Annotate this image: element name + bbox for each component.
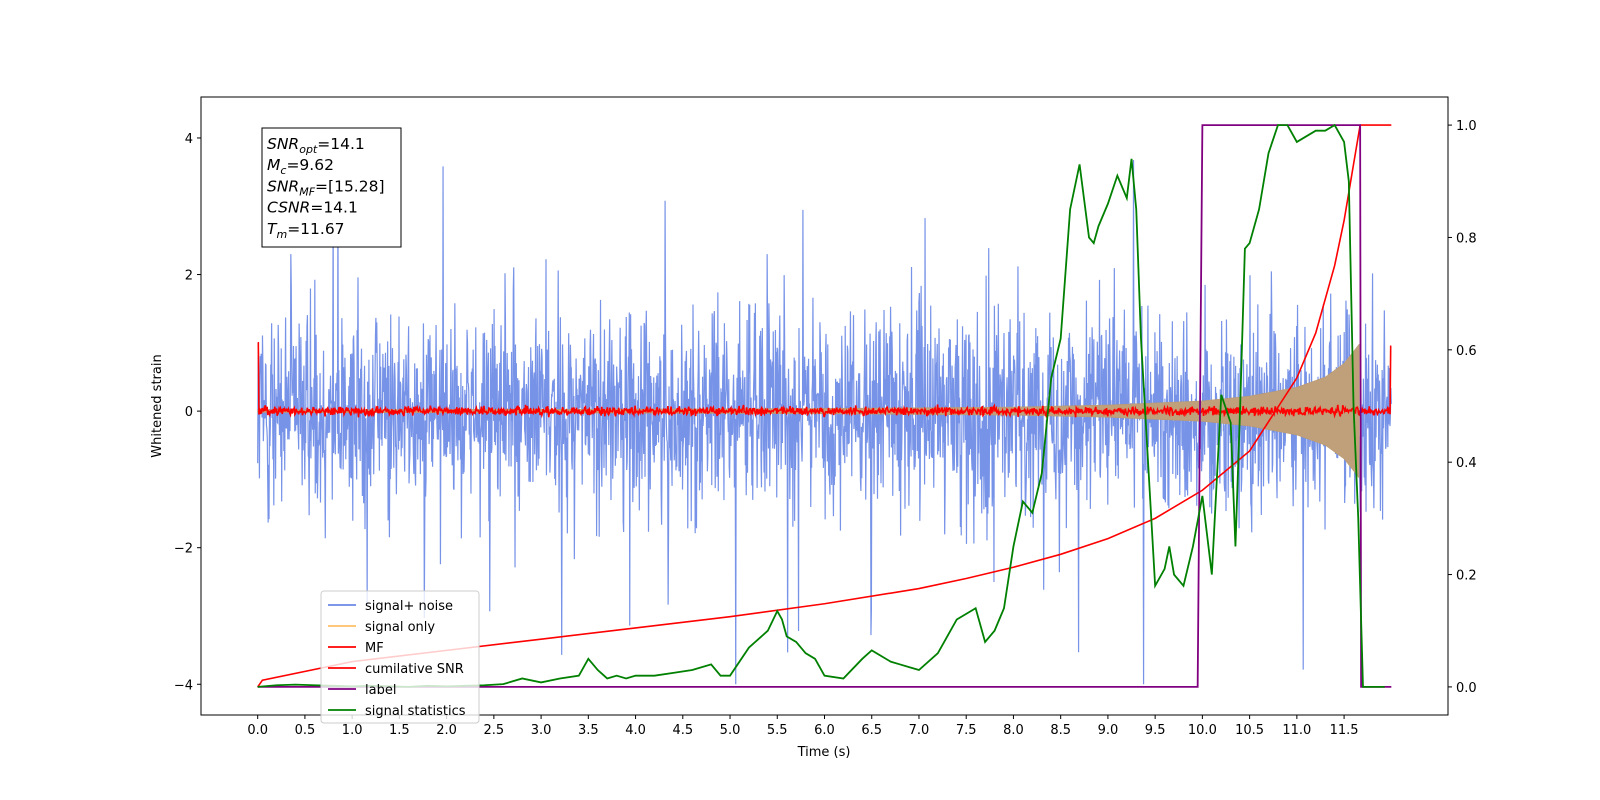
legend: signal+ noise signal only MF cumilative SNR… [320, 590, 480, 724]
x-tick-label: 4.0 [625, 723, 646, 738]
x-tick-label: 8.5 [1050, 723, 1071, 738]
y-tick-label: −2 [174, 542, 193, 557]
y2-tick-label: 0.2 [1456, 569, 1477, 584]
x-tick-label: 1.0 [342, 723, 363, 738]
info-line: SNRMF=[15.28] [267, 177, 385, 198]
y2-tick-label: 0.0 [1456, 681, 1477, 696]
y2-axis-ticks: 0.0 0.2 0.4 0.6 0.8 1.0 [1448, 119, 1477, 696]
x-tick-label: 0.0 [247, 723, 268, 738]
info-line: Mc=9.62 [267, 156, 334, 177]
x-tick-label: 9.5 [1145, 723, 1166, 738]
x-tick-label: 9.0 [1098, 723, 1119, 738]
y2-tick-label: 0.4 [1456, 456, 1477, 471]
x-tick-label: 6.0 [814, 723, 835, 738]
legend-frame [320, 590, 480, 724]
series-mf [257, 342, 1392, 419]
y2-tick-label: 0.8 [1456, 231, 1477, 246]
x-axis-ticks: 0.0 0.5 1.0 1.5 2.0 2.5 3.0 3.5 4.0 4.5 5.0 5.5 6.0 6… [247, 715, 1359, 738]
y-tick-label: 4 [185, 132, 193, 147]
legend-entry: cumilative SNR [365, 662, 464, 677]
y-axis-ticks: −4 −2 0 2 4 [174, 132, 201, 693]
info-box-frame [261, 127, 402, 248]
y2-tick-label: 1.0 [1456, 119, 1477, 134]
x-axis-label: Time (s) [797, 745, 851, 760]
series-cumulative-snr [257, 124, 1392, 688]
x-tick-label: 2.5 [484, 723, 505, 738]
x-tick-label: 2.0 [436, 723, 457, 738]
info-line: Tm=11.67 [267, 220, 345, 241]
x-tick-label: 3.5 [578, 723, 599, 738]
plot-area [257, 123, 1392, 688]
y2-tick-label: 0.6 [1456, 344, 1477, 359]
x-tick-label: 5.5 [767, 723, 788, 738]
info-line: CSNR=14.1 [267, 199, 358, 217]
info-annotation-box: SNRopt=14.1Mc=9.62SNRMF=[15.28]CSNR=14.1… [261, 127, 402, 248]
x-tick-label: 7.0 [909, 723, 930, 738]
x-tick-label: 10.0 [1188, 723, 1217, 738]
x-tick-label: 0.5 [295, 723, 316, 738]
y-tick-label: −4 [174, 678, 193, 693]
legend-entry: label [365, 683, 396, 698]
x-tick-label: 11.0 [1282, 723, 1311, 738]
x-tick-label: 6.5 [861, 723, 882, 738]
series-signal-statistics [257, 123, 1385, 688]
x-tick-label: 10.5 [1235, 723, 1264, 738]
info-line: SNRopt=14.1 [267, 135, 365, 156]
legend-entry: signal+ noise [365, 599, 453, 614]
x-tick-label: 5.0 [720, 723, 741, 738]
legend-entry: signal statistics [365, 704, 466, 719]
x-tick-label: 7.5 [956, 723, 977, 738]
y-tick-label: 0 [185, 405, 193, 420]
x-tick-label: 11.5 [1330, 723, 1359, 738]
x-tick-label: 3.0 [531, 723, 552, 738]
legend-entry: signal only [365, 620, 435, 635]
y-axis-label: Whitened strain [150, 354, 165, 457]
series-label [257, 124, 1392, 688]
y-tick-label: 2 [185, 269, 193, 284]
x-tick-label: 1.5 [389, 723, 410, 738]
x-tick-label: 4.5 [672, 723, 693, 738]
x-tick-label: 8.0 [1003, 723, 1024, 738]
legend-entry: MF [365, 641, 384, 656]
